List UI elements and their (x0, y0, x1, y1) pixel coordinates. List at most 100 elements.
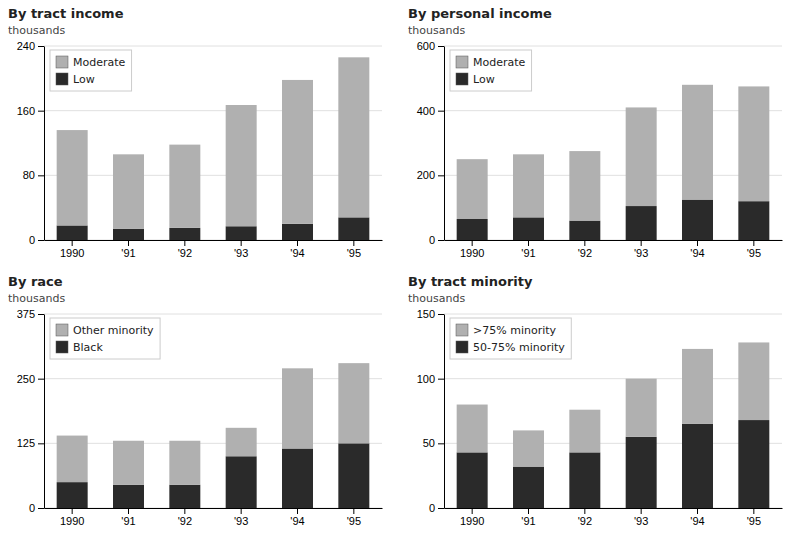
x-axis: 1990'91'92'93'94'95 (445, 240, 783, 259)
grid-line (444, 378, 782, 379)
y-tick: 240 (17, 40, 44, 52)
legend-box (450, 318, 571, 359)
grid-line (444, 240, 782, 241)
legend-item: Moderate (456, 56, 526, 69)
tick-mark (438, 111, 444, 112)
tick-mark (641, 508, 642, 514)
grid-line (444, 46, 782, 47)
tick-label: 200 (417, 169, 435, 181)
tick-label: 100 (417, 373, 435, 385)
panel: 1990'91'92'93'94'950125250375By racethou… (8, 274, 383, 527)
bar (338, 443, 369, 508)
tick-mark (38, 175, 44, 176)
bars (457, 85, 770, 240)
axis-domain (444, 315, 445, 509)
x-tick: '91 (121, 508, 135, 527)
bar (682, 424, 713, 508)
y-tick: 150 (417, 308, 444, 320)
x-tick: 1990 (460, 508, 484, 527)
x-tick: '95 (747, 508, 761, 527)
tick-mark (438, 379, 444, 380)
tick-mark (697, 240, 698, 246)
legend-label: Moderate (473, 56, 526, 69)
legend-box (50, 318, 160, 359)
legend-swatch (56, 56, 68, 68)
x-tick: '94 (290, 508, 304, 527)
y-label: thousands (8, 292, 65, 305)
legend-label: 50-75% minority (473, 341, 565, 354)
tick-mark (38, 46, 44, 47)
bar (569, 452, 600, 508)
bar (282, 80, 313, 224)
tick-label: 1990 (460, 247, 484, 259)
x-tick: '95 (347, 508, 361, 527)
bar (682, 349, 713, 424)
y-tick: 375 (17, 308, 44, 320)
tick-mark (353, 508, 354, 514)
axis-domain (44, 315, 45, 509)
tick-mark (472, 508, 473, 514)
tick-label: 600 (417, 40, 435, 52)
grid-line (44, 443, 382, 444)
legend-swatch (56, 341, 68, 353)
bar (113, 485, 144, 508)
tick-label: 50 (423, 437, 435, 449)
legend-item: Moderate (56, 56, 126, 69)
y-tick: 50 (423, 437, 444, 449)
tick-mark (438, 314, 444, 315)
tick-mark (472, 240, 473, 246)
tick-label: '95 (747, 515, 761, 527)
bar (282, 449, 313, 508)
tick-mark (38, 240, 44, 241)
tick-label: 0 (29, 234, 35, 246)
bar (169, 228, 200, 240)
legend-label: Black (73, 341, 103, 354)
y-axis: 080160240 (17, 40, 45, 246)
tick-mark (297, 508, 298, 514)
tick-mark (184, 508, 185, 514)
bar (226, 105, 257, 226)
grid (44, 46, 382, 240)
tick-mark (753, 240, 754, 246)
x-tick: 1990 (60, 508, 84, 527)
title: By race (8, 274, 63, 289)
x-tick: '92 (178, 240, 192, 259)
tick-mark (641, 240, 642, 246)
legend-label: Other minority (73, 324, 154, 337)
y-tick: 0 (29, 502, 44, 514)
tick-label: 160 (17, 105, 35, 117)
panel: 1990'91'92'93'94'95080160240By tract inc… (8, 6, 383, 259)
tick-label: '93 (634, 515, 648, 527)
bar (457, 219, 488, 240)
bar (513, 154, 544, 217)
tick-mark (584, 508, 585, 514)
y-label: thousands (8, 24, 65, 37)
tick-mark (184, 240, 185, 246)
grid-line (444, 508, 782, 509)
tick-mark (38, 314, 44, 315)
legend-box (50, 50, 132, 91)
grid-line (444, 175, 782, 176)
y-tick: 0 (429, 502, 444, 514)
bar-series (57, 217, 370, 240)
bar (738, 201, 769, 240)
bar (513, 217, 544, 240)
tick-mark (438, 46, 444, 47)
bar (682, 85, 713, 200)
axis-domain (45, 508, 383, 509)
x-tick: '92 (578, 508, 592, 527)
panel: 1990'91'92'93'94'950200400600By personal… (408, 6, 783, 259)
tick-label: '91 (121, 247, 135, 259)
y-tick: 125 (17, 437, 44, 449)
legend: >75% minority 50-75% minority (450, 318, 571, 359)
x-axis: 1990'91'92'93'94'95 (445, 508, 783, 527)
title: By tract income (8, 6, 124, 21)
tick-mark (72, 508, 73, 514)
tick-label: '93 (634, 247, 648, 259)
axis-domain (445, 240, 783, 241)
tick-label: 240 (17, 40, 35, 52)
tick-label: '92 (578, 247, 592, 259)
legend-item: Low (56, 73, 95, 86)
legend-label: Low (73, 73, 95, 86)
legend-item: >75% minority (456, 324, 557, 337)
